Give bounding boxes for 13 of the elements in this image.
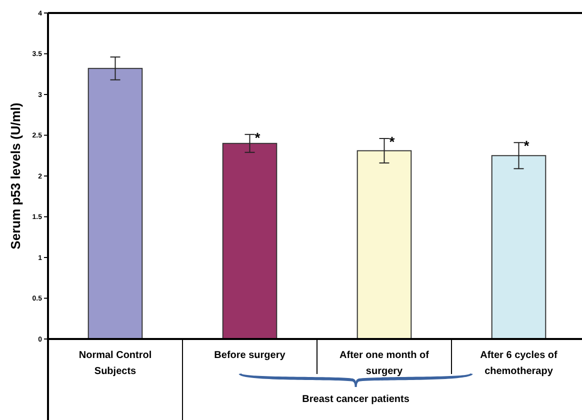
x-tick-label: After one month of surgery — [340, 350, 430, 377]
x-tick-label: After 6 cycles of chemotherapy — [480, 350, 558, 377]
bar — [491, 155, 546, 340]
bar — [222, 142, 278, 340]
bar — [88, 68, 143, 340]
y-axis-title: Serum p53 levels (U/ml) — [8, 102, 23, 250]
x-tick-label: Normal Control Subjects — [78, 350, 152, 377]
text: Breast cancer patients — [302, 394, 410, 405]
bar — [356, 150, 412, 340]
annotation: * — [524, 138, 530, 154]
annotation: * — [254, 129, 261, 146]
x-tick-label: Before surgery — [214, 350, 286, 361]
annotation: * — [389, 134, 396, 150]
